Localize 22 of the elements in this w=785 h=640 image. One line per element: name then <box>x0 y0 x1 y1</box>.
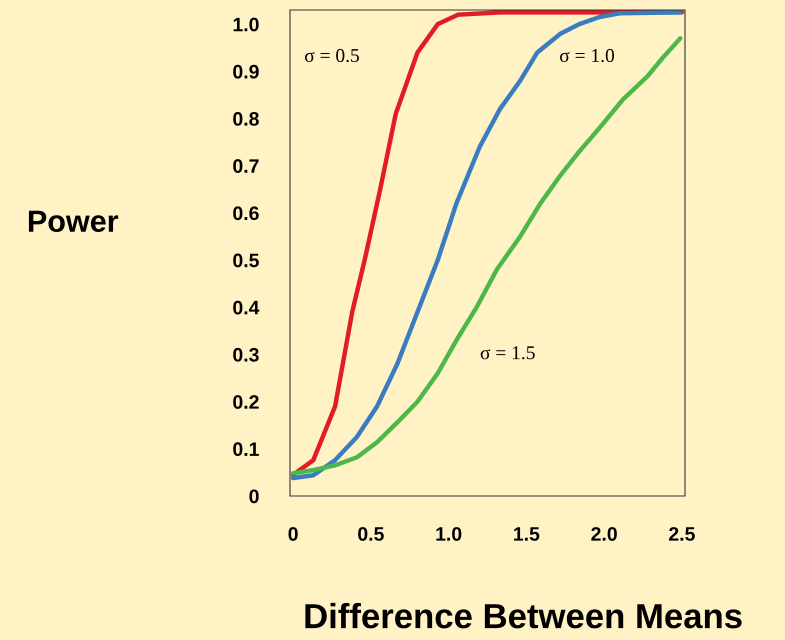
x-axis-title: Difference Between Means <box>305 602 742 628</box>
y-tick-label: 0.4 <box>233 300 260 314</box>
y-tick-label: 0.3 <box>233 348 259 362</box>
y-tick-label: 1.0 <box>234 18 259 32</box>
x-tick-label: 2.5 <box>669 527 695 541</box>
x-tick-label: 1.0 <box>436 527 462 541</box>
y-axis-title: Power <box>28 210 118 232</box>
series-label: σ = 1.0 <box>560 48 614 62</box>
y-tick-label: 0.9 <box>233 64 259 79</box>
x-tick-label: 0 <box>288 527 298 541</box>
text: σ = 0.5 <box>304 48 359 62</box>
y-tick-label: 0.7 <box>233 159 259 173</box>
x-tick-label: 1.5 <box>514 527 540 541</box>
x-tick-label: 0.5 <box>358 527 384 541</box>
y-tick-label: 0.1 <box>233 442 259 456</box>
y-tick-label: 0.5 <box>233 254 259 268</box>
y-tick-label: 0.2 <box>233 395 259 409</box>
series-label: σ = 1.5 <box>480 346 535 360</box>
y-tick-label: 0.8 <box>233 112 259 126</box>
x-tick-label: 2.0 <box>591 527 617 541</box>
y-tick-label: 0 <box>249 489 259 504</box>
y-tick-label: 0.6 <box>233 206 259 220</box>
